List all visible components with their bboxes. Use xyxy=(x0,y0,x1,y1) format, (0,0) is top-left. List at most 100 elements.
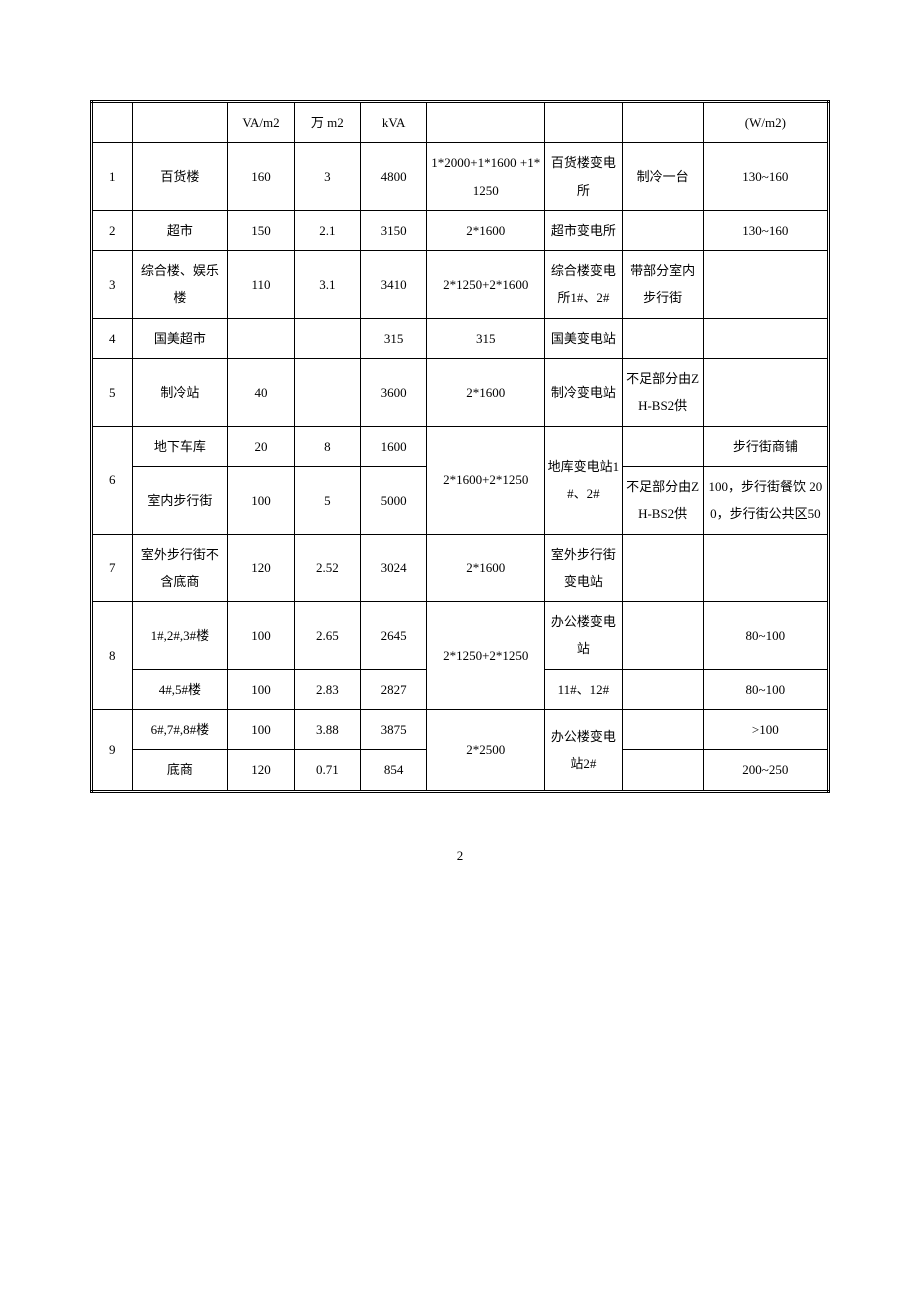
cell-kva: 2645 xyxy=(360,602,426,670)
cell-wm2: 2.1 xyxy=(294,210,360,250)
table-row: 1 百货楼 160 3 4800 1*2000+1*1600 +1*1250 百… xyxy=(92,143,829,211)
cell-wpm2 xyxy=(703,251,828,319)
cell-vam2: 100 xyxy=(228,602,294,670)
cell-note: 不足部分由ZH-BS2供 xyxy=(622,466,703,534)
cell-vam2: 110 xyxy=(228,251,294,319)
cell-idx: 1 xyxy=(92,143,133,211)
table-row: 6 地下车库 20 8 1600 2*1600+2*1250 地库变电站1#、2… xyxy=(92,426,829,466)
cell-name: 地下车库 xyxy=(132,426,228,466)
cell-note xyxy=(622,750,703,791)
table-row: 7 室外步行街不含底商 120 2.52 3024 2*1600 室外步行街变电… xyxy=(92,534,829,602)
cell-cfg: 2*1600 xyxy=(427,210,545,250)
cell-station: 室外步行街变电站 xyxy=(545,534,622,602)
cell-name: 制冷站 xyxy=(132,359,228,427)
cell-idx: 8 xyxy=(92,602,133,710)
cell-cfg: 2*1250+2*1600 xyxy=(427,251,545,319)
cell-idx: 4 xyxy=(92,318,133,358)
cell-name: 4#,5#楼 xyxy=(132,669,228,709)
cell-station: 国美变电站 xyxy=(545,318,622,358)
cell-vam2: 40 xyxy=(228,359,294,427)
cell-cfg: 2*2500 xyxy=(427,710,545,792)
table-header-row: VA/m2 万 m2 kVA (W/m2) xyxy=(92,102,829,143)
cell-note xyxy=(622,602,703,670)
table-row: 5 制冷站 40 3600 2*1600 制冷变电站 不足部分由ZH-BS2供 xyxy=(92,359,829,427)
cell-wm2: 5 xyxy=(294,466,360,534)
cell-name: 综合楼、娱乐楼 xyxy=(132,251,228,319)
cell-station: 11#、12# xyxy=(545,669,622,709)
cell-wpm2: 100，步行街餐饮 200，步行街公共区50 xyxy=(703,466,828,534)
cell-name: 室外步行街不含底商 xyxy=(132,534,228,602)
cell-name: 6#,7#,8#楼 xyxy=(132,710,228,750)
table-row: 8 1#,2#,3#楼 100 2.65 2645 2*1250+2*1250 … xyxy=(92,602,829,670)
cell-vam2: 120 xyxy=(228,750,294,791)
cell-note xyxy=(622,710,703,750)
cell-cfg: 2*1250+2*1250 xyxy=(427,602,545,710)
cell-wm2: 3 xyxy=(294,143,360,211)
cell-idx: 5 xyxy=(92,359,133,427)
cell-note xyxy=(622,210,703,250)
cell-vam2: 160 xyxy=(228,143,294,211)
cell-wpm2 xyxy=(703,359,828,427)
cell-wpm2: 步行街商铺 xyxy=(703,426,828,466)
cell-vam2: 100 xyxy=(228,466,294,534)
cell-vam2: 20 xyxy=(228,426,294,466)
cell-wm2 xyxy=(294,318,360,358)
cell-note xyxy=(622,669,703,709)
cell-wpm2: >100 xyxy=(703,710,828,750)
hdr-8: (W/m2) xyxy=(703,102,828,143)
cell-cfg: 1*2000+1*1600 +1*1250 xyxy=(427,143,545,211)
cell-kva: 3150 xyxy=(360,210,426,250)
table-row: 4 国美超市 315 315 国美变电站 xyxy=(92,318,829,358)
cell-vam2 xyxy=(228,318,294,358)
cell-note xyxy=(622,318,703,358)
cell-station: 综合楼变电所1#、2# xyxy=(545,251,622,319)
cell-wpm2 xyxy=(703,318,828,358)
cell-station: 超市变电所 xyxy=(545,210,622,250)
cell-vam2: 120 xyxy=(228,534,294,602)
page: VA/m2 万 m2 kVA (W/m2) 1 百货楼 160 3 4800 1… xyxy=(0,0,920,904)
hdr-4: kVA xyxy=(360,102,426,143)
hdr-2: VA/m2 xyxy=(228,102,294,143)
cell-kva: 5000 xyxy=(360,466,426,534)
cell-wpm2: 200~250 xyxy=(703,750,828,791)
cell-kva: 315 xyxy=(360,318,426,358)
cell-wm2: 3.88 xyxy=(294,710,360,750)
table-row: 3 综合楼、娱乐楼 110 3.1 3410 2*1250+2*1600 综合楼… xyxy=(92,251,829,319)
hdr-7 xyxy=(622,102,703,143)
cell-cfg: 2*1600+2*1250 xyxy=(427,426,545,534)
cell-wpm2 xyxy=(703,534,828,602)
cell-station: 百货楼变电所 xyxy=(545,143,622,211)
cell-idx: 2 xyxy=(92,210,133,250)
cell-wpm2: 80~100 xyxy=(703,602,828,670)
cell-kva: 2827 xyxy=(360,669,426,709)
cell-station: 地库变电站1#、2# xyxy=(545,426,622,534)
hdr-0 xyxy=(92,102,133,143)
cell-cfg: 2*1600 xyxy=(427,534,545,602)
hdr-3: 万 m2 xyxy=(294,102,360,143)
cell-wm2 xyxy=(294,359,360,427)
cell-kva: 3600 xyxy=(360,359,426,427)
table-row: 2 超市 150 2.1 3150 2*1600 超市变电所 130~160 xyxy=(92,210,829,250)
cell-note xyxy=(622,534,703,602)
cell-kva: 3024 xyxy=(360,534,426,602)
cell-wm2: 8 xyxy=(294,426,360,466)
cell-idx: 9 xyxy=(92,710,133,792)
cell-note: 不足部分由ZH-BS2供 xyxy=(622,359,703,427)
cell-name: 国美超市 xyxy=(132,318,228,358)
cell-note xyxy=(622,426,703,466)
hdr-6 xyxy=(545,102,622,143)
cell-station: 办公楼变电站 xyxy=(545,602,622,670)
cell-wm2: 2.83 xyxy=(294,669,360,709)
cell-kva: 4800 xyxy=(360,143,426,211)
cell-name: 室内步行街 xyxy=(132,466,228,534)
cell-idx: 3 xyxy=(92,251,133,319)
cell-vam2: 150 xyxy=(228,210,294,250)
cell-wm2: 0.71 xyxy=(294,750,360,791)
cell-name: 超市 xyxy=(132,210,228,250)
cell-wpm2: 130~160 xyxy=(703,210,828,250)
cell-cfg: 315 xyxy=(427,318,545,358)
cell-wm2: 2.65 xyxy=(294,602,360,670)
cell-note: 带部分室内步行街 xyxy=(622,251,703,319)
cell-station: 办公楼变电站2# xyxy=(545,710,622,792)
page-number: 2 xyxy=(90,848,830,864)
